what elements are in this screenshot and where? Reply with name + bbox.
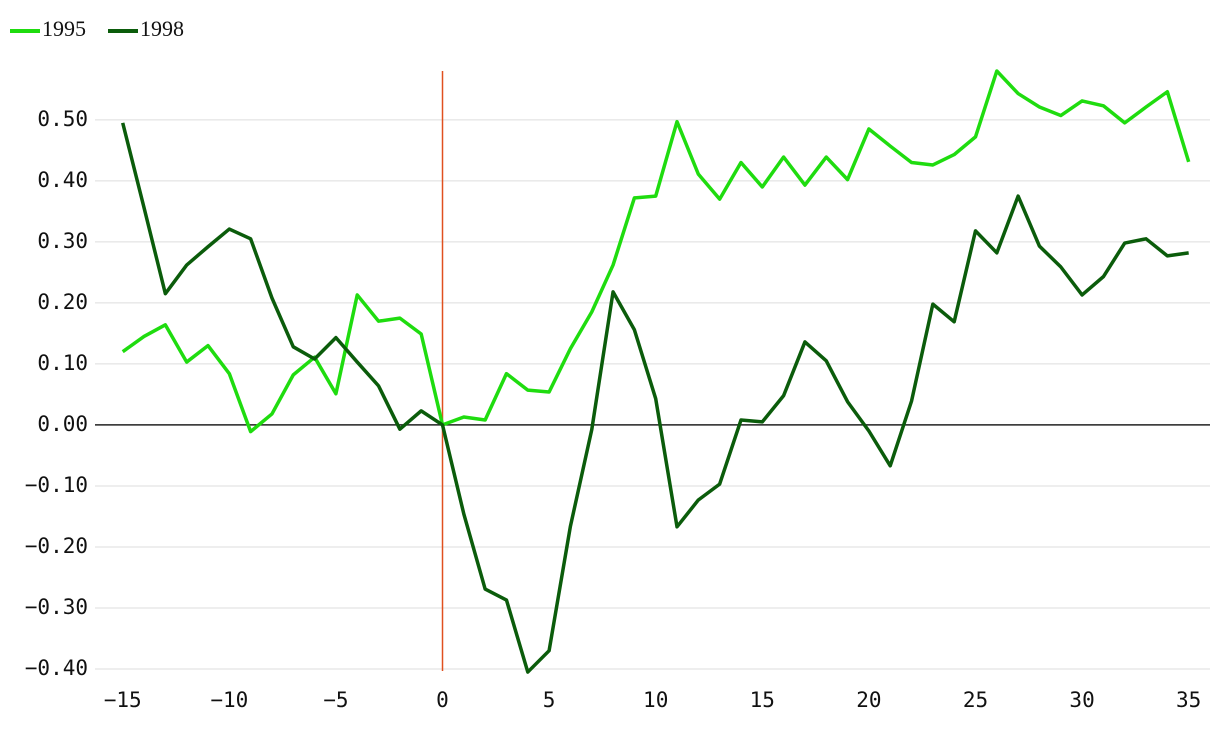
x-tick-label: 20 bbox=[856, 688, 881, 712]
legend-item: 1998 bbox=[108, 16, 184, 41]
x-tick-label: 25 bbox=[963, 688, 988, 712]
y-tick-label: 0.50 bbox=[37, 107, 88, 131]
x-tick-label: −5 bbox=[323, 688, 348, 712]
y-tick-label: −0.30 bbox=[25, 595, 88, 619]
series-line bbox=[121, 122, 1189, 674]
x-tick-label: −10 bbox=[210, 688, 248, 712]
y-tick-label: 0.20 bbox=[37, 290, 88, 314]
y-tick-label: 0.00 bbox=[37, 412, 88, 436]
legend-item: 1995 bbox=[10, 16, 86, 41]
x-tick-label: 15 bbox=[750, 688, 775, 712]
legend-label: 1995 bbox=[42, 16, 86, 41]
series-line bbox=[121, 69, 1191, 434]
y-tick-label: 0.40 bbox=[37, 168, 88, 192]
x-tick-label: 10 bbox=[643, 688, 668, 712]
x-tick-label: −15 bbox=[104, 688, 142, 712]
y-tick-label: 0.10 bbox=[37, 351, 88, 375]
x-tick-label: 35 bbox=[1176, 688, 1201, 712]
x-tick-label: 30 bbox=[1069, 688, 1094, 712]
y-tick-label: 0.30 bbox=[37, 229, 88, 253]
y-tick-label: −0.20 bbox=[25, 534, 88, 558]
y-tick-label: −0.10 bbox=[25, 473, 88, 497]
x-tick-label: 5 bbox=[543, 688, 556, 712]
x-tick-label: 0 bbox=[436, 688, 449, 712]
legend-label: 1998 bbox=[140, 16, 184, 41]
y-tick-label: −0.40 bbox=[25, 656, 88, 680]
